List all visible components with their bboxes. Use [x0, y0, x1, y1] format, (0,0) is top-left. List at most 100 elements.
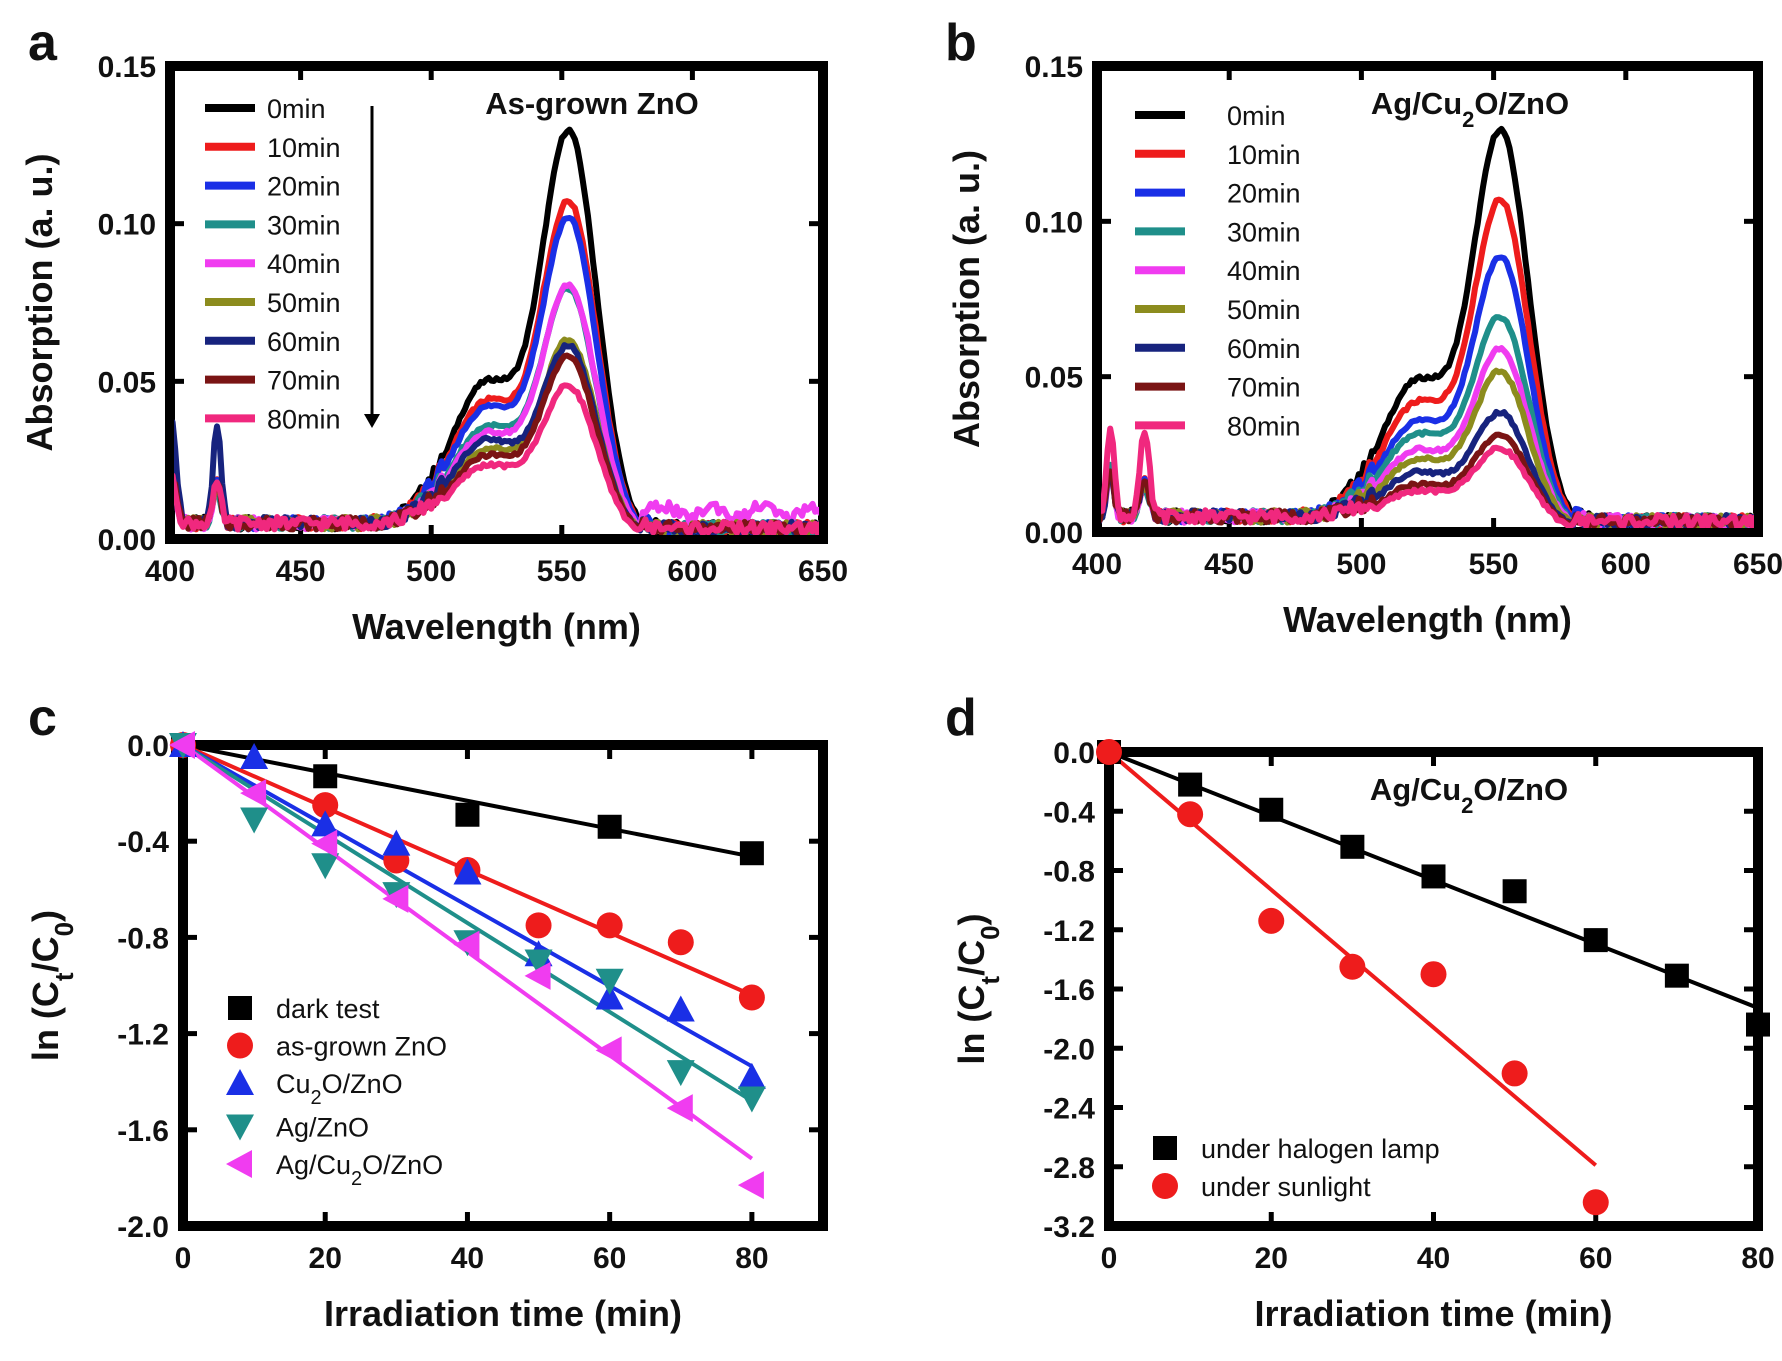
minor-tick-left: [179, 1222, 187, 1230]
minor-tick-left: [1093, 295, 1101, 303]
minor-tick-left: [179, 1125, 187, 1134]
minor-tick-right: [819, 219, 827, 228]
x-tick-label: 60: [1579, 1242, 1612, 1275]
data-point: [1421, 864, 1446, 889]
sample-annotation: Ag/Cu2O/ZnO: [1370, 772, 1568, 818]
data-point: [1177, 801, 1204, 828]
minor-tick-top: [1186, 748, 1195, 756]
data-point: [382, 829, 411, 856]
x-tick-label: 40: [451, 1242, 484, 1275]
legend-label: 70min: [1227, 373, 1301, 403]
data-point: [453, 858, 482, 885]
minor-tick-top: [427, 62, 436, 70]
legend-label: Ag/ZnO: [276, 1113, 369, 1143]
y-tick-label: -0.8: [117, 922, 169, 955]
data-point: [382, 884, 409, 913]
minor-tick-left: [166, 535, 174, 543]
data-point: [1583, 928, 1608, 953]
minor-tick-right: [1754, 62, 1762, 70]
minor-tick-left: [1105, 955, 1113, 964]
minor-tick-left: [166, 140, 174, 149]
panel-b: 400 450 500 550 600 650 0.00 0.05 0.10 0.15 Wavele…: [946, 51, 1782, 640]
y-tick-label: -2.4: [1043, 1093, 1095, 1126]
data-point: [1420, 961, 1447, 988]
minor-tick-top: [1621, 62, 1630, 70]
minor-tick-right: [819, 298, 827, 307]
y-tick-label: 0.10: [98, 209, 156, 242]
data-point: [524, 949, 553, 976]
legend-label: Cu2O/ZnO: [276, 1069, 403, 1109]
data-point: [737, 1086, 766, 1113]
minor-tick-right: [819, 1222, 827, 1230]
legend-label: 80min: [1227, 411, 1301, 441]
minor-tick-right: [819, 456, 827, 465]
legend-marker: [1153, 1136, 1177, 1160]
y-axis-label: ln (Ct/C0): [25, 910, 79, 1061]
data-point: [739, 841, 764, 866]
data-point: [240, 743, 269, 770]
x-tick-label: 0: [1101, 1242, 1118, 1275]
data-point: [311, 829, 338, 858]
x-tick-label: 80: [735, 1242, 768, 1275]
data-point: [1259, 797, 1284, 822]
minor-tick-left: [179, 1077, 187, 1086]
minor-tick-left: [1105, 1044, 1113, 1053]
minor-tick-top: [1267, 748, 1276, 756]
y-tick-label: 0.10: [1025, 206, 1083, 239]
legend-label: 50min: [1227, 295, 1301, 325]
minor-tick-right: [819, 741, 827, 749]
minor-tick-right: [819, 837, 827, 846]
minor-tick-left: [166, 377, 174, 386]
minor-tick-top: [659, 741, 667, 749]
y-tick-label: 0.00: [98, 524, 156, 557]
y-tick-label: 0.05: [98, 366, 156, 399]
y-tick-label: -2.0: [117, 1211, 169, 1244]
data-point: [240, 779, 267, 808]
minor-tick-right: [819, 1173, 827, 1182]
panel-d: 0 20 40 60 80 0.0 -0.4 -0.8 -1.2 -1.6 -2.0 -2.4 -2.8…: [951, 737, 1775, 1334]
data-point: [313, 764, 338, 789]
y-axis-label: ln (Ct/C0): [951, 913, 1005, 1064]
minor-tick-top: [1429, 748, 1438, 756]
x-tick-label: 400: [1072, 548, 1122, 581]
data-point: [1582, 1189, 1609, 1216]
legend-marker: [227, 1032, 253, 1059]
x-axis-label: Wavelength (nm): [1283, 599, 1572, 640]
legend-label: 30min: [1227, 217, 1301, 247]
legend-marker: [226, 1069, 254, 1095]
minor-tick-top: [1423, 62, 1432, 70]
y-tick-label: -1.6: [1043, 974, 1095, 1007]
x-tick-label: 60: [593, 1242, 626, 1275]
minor-tick-top: [499, 741, 507, 749]
minor-tick-left: [179, 885, 187, 894]
minor-tick-left: [1093, 528, 1101, 536]
y-tick-label: -2.8: [1043, 1152, 1095, 1185]
legend-label: 40min: [267, 249, 341, 279]
data-point: [737, 1062, 766, 1089]
minor-tick-left: [166, 456, 174, 465]
x-tick-label: 550: [1469, 548, 1519, 581]
legend-label: 70min: [267, 366, 341, 396]
minor-tick-top: [1687, 62, 1696, 70]
legend-label: under halogen lamp: [1201, 1134, 1440, 1164]
minor-tick-left: [1105, 1222, 1113, 1230]
x-tick-label: 450: [276, 555, 326, 588]
minor-tick-right: [1754, 955, 1762, 964]
data-point: [1258, 907, 1285, 934]
minor-tick-top: [492, 62, 501, 70]
minor-tick-top: [1357, 62, 1366, 70]
minor-tick-right: [819, 981, 827, 990]
minor-tick-left: [179, 981, 187, 990]
minor-tick-top: [339, 741, 347, 749]
minor-tick-top: [579, 741, 587, 749]
minor-tick-right: [1754, 748, 1762, 756]
minor-tick-right: [1754, 896, 1762, 905]
x-tick-label: 20: [1255, 1242, 1288, 1275]
minor-tick-left: [1093, 139, 1101, 148]
legend-label: as-grown ZnO: [276, 1032, 447, 1062]
data-point: [596, 912, 623, 939]
minor-tick-top: [419, 741, 427, 749]
fit-line-Ag-ZnO: [183, 745, 753, 1103]
legend-label: Ag/Cu2O/ZnO: [276, 1150, 443, 1190]
minor-tick-top: [259, 741, 267, 749]
